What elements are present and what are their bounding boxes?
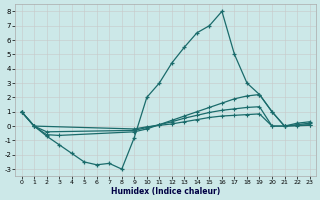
X-axis label: Humidex (Indice chaleur): Humidex (Indice chaleur) [111, 187, 220, 196]
